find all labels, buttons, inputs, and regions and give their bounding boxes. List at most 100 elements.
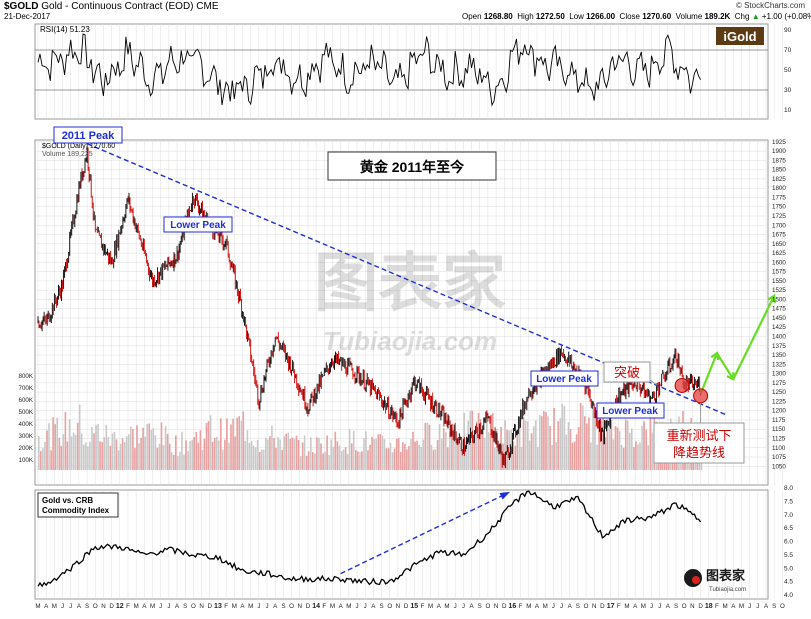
volume-bar: [624, 419, 627, 470]
rsi-tick-label: 10: [784, 107, 792, 114]
x-tick-label: M: [232, 603, 237, 610]
volume-bar: [440, 438, 443, 470]
volume-tick-label: 600K: [19, 397, 34, 404]
volume-bar: [477, 413, 480, 470]
volume-bar: [498, 443, 500, 470]
volume-bar: [220, 418, 222, 470]
volume-bar: [287, 432, 290, 470]
volume-bar: [154, 435, 157, 470]
x-tick-label: D: [404, 603, 409, 610]
volume-bar: [250, 441, 253, 470]
volume-bar: [70, 436, 73, 470]
volume-bar: [350, 443, 353, 470]
x-tick-label: S: [183, 603, 187, 610]
rsi-tick-label: 30: [784, 87, 792, 94]
volume-bar: [467, 420, 469, 470]
volume-bar: [359, 452, 361, 470]
lower-peak-2-label: Lower Peak: [536, 374, 592, 385]
volume-bar: [285, 433, 287, 470]
x-tick-label: F: [421, 603, 425, 610]
volume-bar: [377, 434, 380, 470]
volume-bar: [639, 442, 641, 470]
volume-bar: [631, 428, 633, 470]
volume-bar: [622, 447, 625, 470]
ratio-tick-label: 6.5: [784, 525, 793, 532]
volume-bar: [93, 433, 95, 470]
x-tick-label: M: [444, 603, 449, 610]
volume-bar: [481, 433, 484, 470]
x-tick-label: O: [485, 603, 490, 610]
volume-bar: [207, 421, 210, 470]
volume-bar: [260, 449, 263, 470]
x-tick-label: A: [371, 603, 376, 610]
volume-bar: [582, 405, 584, 470]
volume-bar: [267, 439, 269, 470]
breakout-box: [603, 361, 651, 383]
x-tick-label: D: [698, 603, 703, 610]
volume-tick-label: 700K: [19, 385, 34, 392]
volume-bar: [516, 432, 519, 470]
x-tick-label: M: [330, 603, 335, 610]
volume-bar: [144, 436, 146, 470]
volume-bar: [643, 421, 645, 470]
volume-bar: [473, 442, 476, 470]
volume-bar: [391, 452, 394, 470]
volume-bar: [334, 431, 337, 470]
x-tick-label: A: [666, 603, 671, 610]
x-tick-label: S: [379, 603, 383, 610]
ratio-trend-arrow: [340, 493, 507, 575]
x-tick-label: M: [134, 603, 139, 610]
volume-bar: [234, 436, 236, 470]
volume-bar: [273, 437, 275, 470]
price-tick-label: 1725: [772, 213, 786, 220]
volume-bar: [451, 429, 453, 470]
volume-bar: [113, 432, 116, 470]
x-tick-label: N: [199, 603, 203, 610]
x-tick-label: A: [731, 603, 736, 610]
volume-bar: [185, 440, 187, 470]
x-tick-label: J: [552, 603, 555, 610]
volume-bar: [99, 441, 101, 470]
volume-bar: [577, 427, 580, 470]
volume-bar: [307, 451, 310, 470]
volume-bar: [629, 432, 631, 470]
volume-bar: [205, 423, 208, 470]
volume-bar: [387, 448, 390, 470]
volume-bar: [324, 451, 326, 470]
volume-bar: [191, 439, 193, 470]
x-tick-label: J: [364, 603, 367, 610]
volume-bar: [148, 423, 150, 470]
volume-bar: [397, 437, 400, 470]
volume-bar: [134, 448, 136, 470]
igold-logo-text: iGold: [723, 29, 756, 44]
volume-bar: [434, 449, 437, 470]
price-tick-label: 1425: [772, 324, 786, 331]
volume-bar: [416, 440, 418, 470]
volume-bar: [80, 433, 83, 470]
volume-bar: [58, 437, 61, 470]
x-tick-label: N: [690, 603, 694, 610]
volume-bar: [485, 412, 488, 470]
volume-bar: [269, 436, 271, 470]
x-tick-label: D: [502, 603, 507, 610]
volume-bar: [140, 437, 142, 470]
lower-peak-1-box: [163, 216, 233, 233]
x-tick-label: 17: [607, 603, 615, 610]
volume-bar: [453, 429, 455, 470]
volume-bar: [76, 422, 79, 470]
volume-bar: [103, 437, 105, 470]
price-tick-label: 1650: [772, 241, 786, 248]
volume-bar: [97, 423, 99, 470]
volume-bar: [40, 451, 42, 470]
volume-bar: [365, 431, 367, 470]
x-tick-label: S: [478, 603, 482, 610]
projection-segment: [732, 295, 776, 380]
volume-bar: [600, 419, 602, 470]
volume-bar: [254, 447, 257, 470]
volume-bar: [238, 416, 240, 470]
chart-header: $GOLD Gold - Continuous Contract (EOD) C…: [4, 1, 219, 12]
volume-bar: [160, 422, 163, 470]
price-tick-label: 1800: [772, 185, 786, 192]
volume-bar: [596, 444, 598, 470]
x-tick-label: S: [576, 603, 580, 610]
